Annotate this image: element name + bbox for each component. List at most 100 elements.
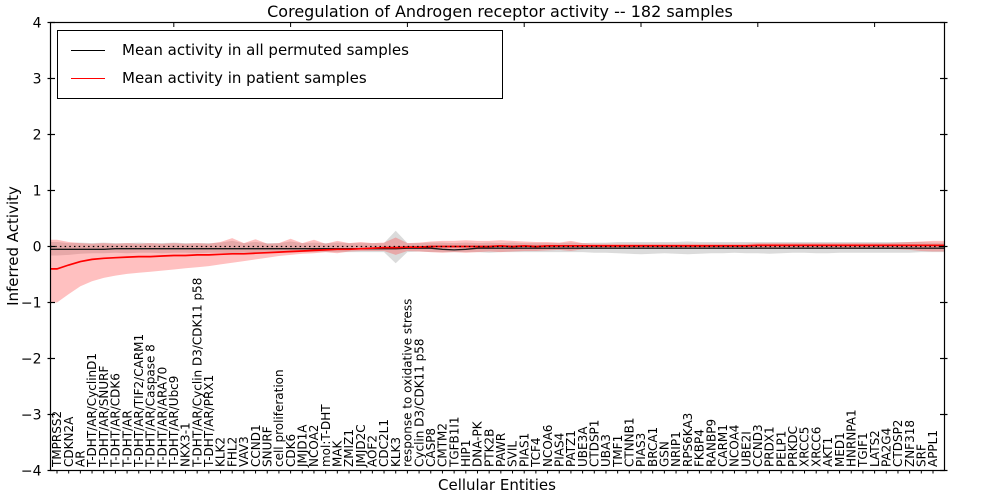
x-tick-label: TGFB1I1	[447, 416, 461, 468]
y-tick-label: 2	[33, 128, 42, 144]
y-tick-label: −3	[21, 408, 42, 424]
x-tick-label: SRF	[915, 444, 929, 467]
x-tick-label: TCF4	[529, 437, 543, 468]
x-tick-label: TGIF1	[856, 432, 870, 468]
x-tick-label: NRIP1	[669, 431, 683, 467]
x-tick-label: PIAS4	[552, 433, 566, 467]
x-tick-label: cell proliferation	[272, 369, 286, 467]
x-tick-label: MAK	[331, 439, 345, 467]
x-tick-label: JMJD2C	[354, 424, 368, 468]
x-tick-label: NCOA2	[307, 425, 321, 467]
y-ticks: 4 3 2 1 0 −1 −2 −3 −4	[21, 16, 948, 480]
patient-line-swatch	[71, 77, 105, 79]
y-tick-label: −1	[21, 296, 42, 312]
x-tick-label: CTDSP1	[587, 420, 601, 467]
x-tick-labels: TMPRSS2CDKN2AART-DHT/AR/CyclinD1T-DHT/AR…	[50, 278, 940, 468]
legend: Mean activity in all permuted samples Me…	[57, 30, 503, 99]
x-tick-label: DNA-PK	[471, 420, 485, 467]
x-tick-label: CCND3	[751, 424, 765, 467]
x-tick-label: T-DHT/AR/PRX1	[202, 375, 216, 468]
x-axis-title: Cellular Entities	[438, 476, 556, 494]
x-tick-label: PELP1	[774, 431, 788, 467]
x-tick-label: mol:T-DHT	[319, 404, 333, 467]
y-tick-label: 3	[33, 72, 42, 88]
x-tick-label: PTK2B	[482, 429, 496, 467]
x-tick-label: UBE2I	[739, 431, 753, 467]
legend-label-patient: Mean activity in patient samples	[122, 69, 367, 87]
y-tick-label: 1	[33, 184, 42, 200]
chart-title: Coregulation of Androgen receptor activi…	[267, 2, 733, 21]
confidence-bands	[50, 230, 945, 303]
x-tick-label: KLK2	[214, 437, 228, 467]
x-tick-label: T-DHT/AR/Cyclin D3/CDK11 p58	[190, 278, 204, 468]
x-tick-label: CCND1	[249, 424, 263, 467]
x-tick-label: T-DHT/AR/Ubc9	[167, 376, 181, 468]
x-tick-label: PRKDC	[786, 426, 800, 467]
x-tick-label: CARM1	[716, 424, 730, 467]
x-tick-label: T-DHT/AR/Caspase 8	[144, 344, 158, 468]
x-tick-label: PIAS3	[634, 433, 648, 467]
x-tick-label: HIP1	[459, 440, 473, 467]
x-tick-label: AKT1	[821, 437, 835, 467]
x-tick-label: BRCA1	[646, 427, 660, 467]
x-tick-label: UBA3	[599, 434, 613, 467]
x-tick-label: PATZ1	[564, 430, 578, 467]
x-tick-label: PAWR	[494, 433, 508, 467]
x-tick-label: Cyclin D3/CDK11 p58	[412, 338, 426, 467]
x-tick-label: NCOA4	[728, 425, 742, 467]
x-tick-label: GSN	[658, 441, 672, 467]
x-tick-label: RPS6KA3	[681, 413, 695, 467]
x-tick-label: UBE3A	[576, 426, 590, 467]
x-tick-label: CTDSP2	[891, 420, 905, 467]
x-tick-label: VAV3	[237, 436, 251, 467]
x-tick-label: CDK6	[284, 434, 298, 467]
y-tick-label: −4	[21, 464, 42, 480]
x-tick-label: response to oxidative stress	[401, 299, 415, 467]
x-tick-label: PA2G4	[879, 428, 893, 467]
x-tick-label: T-DHT/AR	[120, 410, 134, 468]
x-tick-label: AOF2	[366, 435, 380, 467]
x-tick-label: NCOA6	[541, 425, 555, 467]
x-tick-label: SNURF	[260, 426, 274, 467]
x-tick-label: CMTM2	[436, 423, 450, 467]
x-tick-label: NKX3-1	[179, 422, 193, 467]
legend-item-permuted: Mean activity in all permuted samples	[58, 36, 502, 64]
x-tick-label: MED1	[833, 432, 847, 467]
x-tick-label: T-DHT/AR/SNURF	[97, 366, 111, 469]
x-tick-label: T-DHT/AR/TIF2/CARM1	[132, 334, 146, 468]
y-tick-label: 0	[33, 240, 42, 256]
x-tick-label: CDC2L1	[377, 419, 391, 467]
mean-lines	[50, 244, 945, 270]
x-tick-label: KLK3	[389, 437, 403, 467]
bottom-ticks	[56, 470, 934, 474]
x-tick-label: T-DHT/AR/ARA70	[155, 367, 169, 468]
x-tick-label: FKBP4	[693, 429, 707, 467]
x-tick-label: XRCC5	[798, 427, 812, 467]
x-tick-label: CASP8	[424, 428, 438, 467]
top-ticks	[173, 22, 876, 27]
x-tick-label: HNRNPA1	[844, 409, 858, 467]
x-tick-label: RANBP9	[704, 419, 718, 467]
y-tick-label: −2	[21, 352, 42, 368]
x-tick-label: APPL1	[926, 430, 940, 467]
y-tick-label: 4	[33, 16, 42, 32]
x-tick-label: JMJD1A	[295, 424, 309, 468]
x-tick-label: SVIL	[506, 441, 520, 467]
x-tick-label: LATS2	[868, 430, 882, 467]
x-tick-label: FHL2	[225, 437, 239, 467]
x-tick-label: PRDX1	[763, 426, 777, 467]
y-axis-title: Inferred Activity	[4, 186, 22, 306]
x-tick-label: CDKN2A	[62, 416, 76, 467]
x-tick-label: ZMIZ1	[342, 429, 356, 467]
x-tick-label: CTNNB1	[623, 417, 637, 467]
x-tick-label: AR	[74, 450, 88, 467]
legend-item-patient: Mean activity in patient samples	[58, 64, 502, 92]
x-tick-label: T-DHT/AR/CyclinD1	[85, 353, 99, 468]
x-tick-label: ZNF318	[903, 420, 917, 467]
x-tick-label: XRCC6	[809, 427, 823, 467]
x-tick-label: PIAS1	[517, 433, 531, 467]
x-tick-label: TMF1	[611, 435, 625, 468]
permuted-line-swatch	[71, 49, 105, 51]
